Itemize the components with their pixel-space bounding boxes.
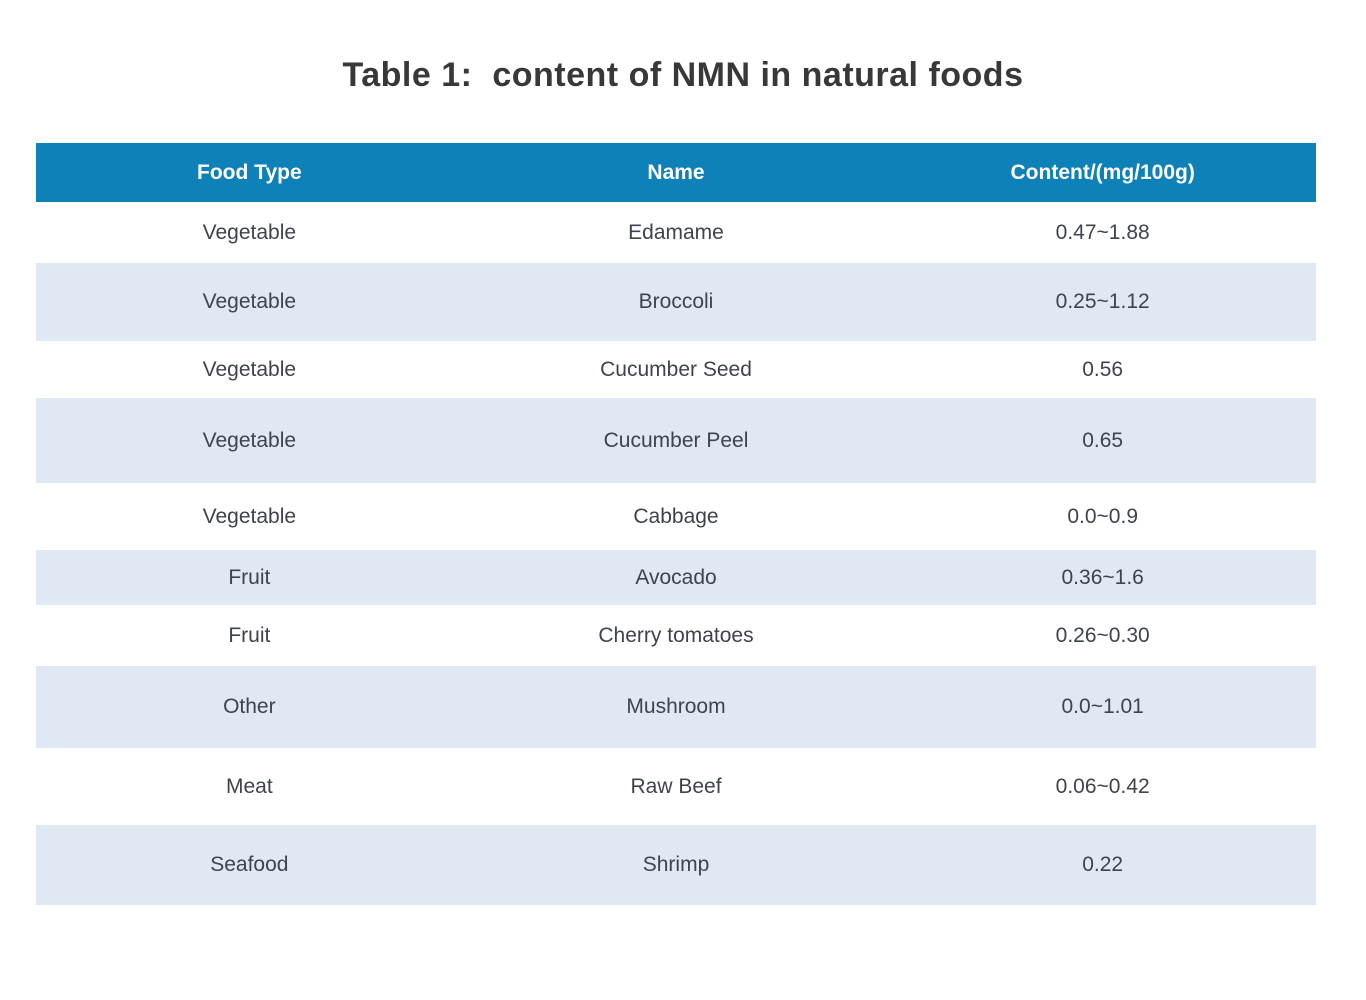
cell-content: 0.36~1.6 [1061,565,1144,589]
table-row: Meat Raw Beef 0.06~0.42 [36,748,1316,825]
table-header-row: Food Type Name Content/(mg/100g) [36,143,1316,202]
cell-food-type: Vegetable [202,220,297,244]
cell-content: 0.56 [1082,357,1124,381]
table-row: Fruit Cherry tomatoes 0.26~0.30 [36,605,1316,666]
cell-name: Cucumber Peel [603,428,749,452]
cell-content: 0.26~0.30 [1055,623,1150,647]
cell-name: Mushroom [626,695,726,718]
cell-food-type: Fruit [228,623,271,647]
cell-name: Cabbage [633,504,719,528]
cell-food-type: Fruit [228,565,271,589]
table-row: Fruit Avocado 0.36~1.6 [36,550,1316,605]
cell-content: 0.0~1.01 [1061,695,1144,718]
table-row: Vegetable Edamame 0.47~1.88 [36,202,1316,263]
cell-content: 0.47~1.88 [1055,220,1150,244]
cell-name: Avocado [635,565,717,589]
cell-content: 0.0~0.9 [1067,504,1138,528]
table-row: Vegetable Cabbage 0.0~0.9 [36,483,1316,550]
cell-content: 0.22 [1082,853,1124,876]
cell-name: Cherry tomatoes [598,623,754,647]
table-caption: Table 1: content of NMN in natural foods [342,56,1024,94]
cell-food-type: Vegetable [202,504,297,528]
cell-name: Broccoli [638,290,714,313]
table-row: Seafood Shrimp 0.22 [36,825,1316,905]
cell-food-type: Other [223,695,276,718]
table-row: Vegetable Cucumber Seed 0.56 [36,341,1316,398]
cell-food-type: Vegetable [202,290,297,313]
table-row: Other Mushroom 0.0~1.01 [36,666,1316,748]
cell-food-type: Seafood [210,853,289,876]
table-row: Vegetable Cucumber Peel 0.65 [36,398,1316,483]
cell-food-type: Meat [225,774,273,798]
cell-name: Raw Beef [630,774,722,798]
cell-food-type: Vegetable [202,428,297,452]
cell-content: 0.25~1.12 [1055,290,1150,313]
cell-content: 0.06~0.42 [1055,774,1150,798]
cell-name: Edamame [628,220,724,244]
column-header-content: Content/(mg/100g) [1010,160,1195,184]
column-header-food-type: Food Type [197,160,302,184]
column-header-name: Name [647,160,705,184]
cell-food-type: Vegetable [202,357,297,381]
cell-name: Cucumber Seed [600,357,752,381]
cell-content: 0.65 [1082,428,1124,452]
table-row: Vegetable Broccoli 0.25~1.12 [36,263,1316,341]
nmn-content-table: Food Type Name Content/(mg/100g) Vegetab… [36,143,1316,905]
cell-name: Shrimp [642,853,710,876]
